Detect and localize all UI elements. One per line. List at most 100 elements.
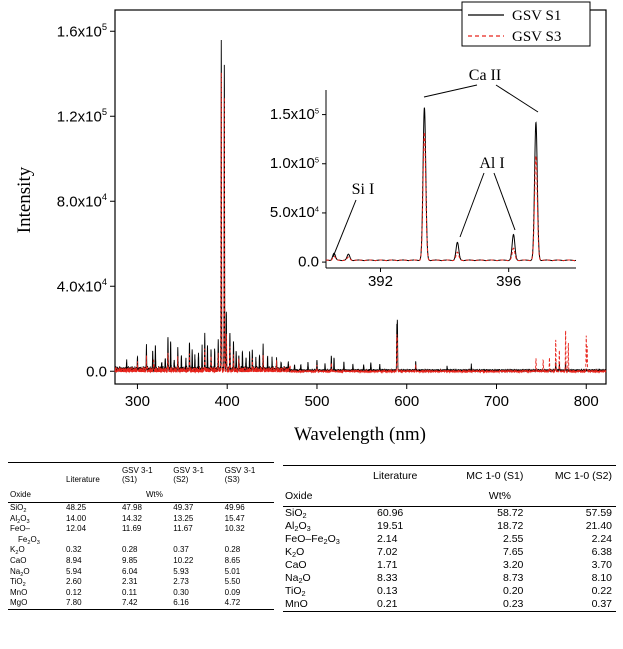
oxide-name: FeO–Fe2O3	[285, 533, 340, 546]
oxide-table-gsv: Literature GSV 3-1 (S1) GSV 3-1 (S2) GSV 3…	[8, 462, 274, 610]
legend-label-gsv-s1: GSV S1	[512, 8, 561, 24]
oxide-name: TiO2	[10, 577, 26, 589]
table-cell: 14.32	[121, 513, 142, 523]
arrow-al-i-2	[493, 172, 516, 231]
table-cell: 0.32	[66, 545, 82, 555]
legend-box	[461, 1, 591, 47]
table-cell: 7.80	[66, 598, 82, 608]
x-tick-label: 396	[496, 273, 521, 290]
table-row: MnO 0.12 0.11 0.30 0.09	[8, 588, 274, 599]
oxide-name: CaO	[285, 559, 307, 571]
oxide-name: TiO2	[285, 585, 306, 598]
table-cell: 7.65	[502, 546, 524, 558]
table-cell: 6.04	[121, 566, 138, 576]
th-oxide: Oxide	[10, 490, 31, 499]
x-tick-label: 800	[574, 393, 599, 410]
th-mc-s1: MC 1-0 (S1)	[466, 470, 524, 482]
table-cell: 13.25	[173, 513, 194, 523]
table-cell: 0.28	[121, 545, 138, 555]
table-cell: 8.73	[502, 572, 524, 584]
table-body-gsv: SiO2 48.25 47.98 49.37 49.96 Al2O3 14.00 14.32 1…	[8, 503, 274, 610]
arrow-si-i	[332, 199, 357, 258]
table-row: Na2O 8.33 8.73 8.10	[283, 572, 616, 585]
table-row: FeO– Fe2O3 12.04 11.69 11.67 10.32	[8, 524, 274, 545]
table-row: MgO 7.80 7.42 6.16 4.72	[8, 598, 274, 610]
table-cell: 5.93	[173, 566, 189, 576]
table-row: FeO–Fe2O3 2.14 2.55 2.24	[283, 533, 616, 546]
oxide-name: MnO	[285, 598, 308, 610]
table-row: TiO2 2.60 2.31 2.73 5.50	[8, 577, 274, 588]
table-cell: 2.24	[591, 533, 612, 545]
annotation-si-i: Si I	[352, 181, 375, 198]
table-cell: 3.70	[591, 559, 612, 571]
table-cell: 8.10	[591, 572, 612, 584]
table-cell: 19.51	[377, 520, 404, 532]
main-axis-ticks: 300 400 500 600 700 800 0.0 4.0x104 8.0x104 1.2x1…	[57, 22, 599, 410]
table-cell: 8.94	[66, 555, 82, 565]
oxide-name: Al2O3	[285, 520, 311, 533]
table-row: CaO 8.94 9.85 10.22 8.65	[8, 556, 274, 567]
oxide-name: MnO	[10, 587, 28, 597]
y-tick-label: 1.5x105	[270, 106, 319, 123]
table-cell: 57.59	[585, 507, 612, 519]
th-literature: Literature	[66, 475, 100, 484]
x-tick-label: 300	[125, 393, 150, 410]
table-cell: 0.20	[502, 585, 524, 597]
oxide-name: MgO	[10, 598, 28, 608]
table-cell: 2.55	[502, 533, 524, 545]
table-body-mc: SiO2 60.96 58.72 57.59 Al2O3 19.51 18.72 21.40 F…	[283, 507, 616, 612]
series-line-gsv-s3	[114, 72, 607, 374]
y-tick-label: 0.0	[86, 364, 107, 381]
legend: GSV S1 GSV S3	[461, 1, 591, 47]
table-cell: 0.12	[66, 587, 82, 597]
series-line-gsv-s1	[325, 107, 577, 262]
table-cell: 11.69	[121, 524, 142, 534]
table-cell: 0.21	[377, 598, 398, 610]
th-oxide: Oxide	[285, 490, 313, 502]
table-cell: 58.72	[497, 507, 524, 519]
arrow-ca-ii-2	[495, 84, 539, 113]
oxide-name: Al2O3	[10, 513, 30, 525]
table-cell: 2.73	[173, 577, 189, 587]
oxide-name: SiO2	[10, 503, 27, 514]
arrow-al-i-1	[459, 172, 485, 238]
table-cell: 49.96	[224, 503, 245, 512]
inset-series-group	[325, 107, 577, 262]
table-cell: 5.94	[66, 566, 82, 576]
y-tick-label: 8.0x104	[57, 192, 107, 211]
th-mc-s2: MC 1-0 (S2)	[554, 470, 612, 482]
table-row: K2O 7.02 7.65 6.38	[283, 546, 616, 559]
th-literature: Literature	[373, 470, 418, 482]
th-gsv-s1: GSV 3-1 (S1)	[121, 466, 153, 484]
inset-axis-ticks: 392 396 0.0 5.0x104 1.0x105 1.5x105	[270, 106, 521, 290]
table-cell: 2.60	[66, 577, 82, 587]
y-tick-label: 1.2x105	[57, 107, 107, 126]
y-tick-label: 1.6x105	[57, 22, 107, 41]
table-cell: 10.22	[173, 555, 194, 565]
inset-plot: 392 396 0.0 5.0x104 1.0x105 1.5x105 Ca II Al …	[270, 67, 577, 290]
table-cell: 0.22	[591, 585, 612, 597]
table-row: MnO 0.21 0.23 0.37	[283, 598, 616, 612]
table-cell: 0.28	[224, 545, 241, 555]
table-cell: 5.50	[224, 577, 241, 587]
table-cell: 14.00	[66, 513, 87, 523]
table-cell: 10.32	[224, 524, 245, 534]
oxide-table-mc: Literature MC 1-0 (S1) MC 1-0 (S2) Oxide…	[283, 465, 616, 612]
table-cell: 9.85	[121, 555, 138, 565]
table-cell: 0.11	[121, 587, 137, 597]
table-cell: 4.72	[224, 598, 241, 608]
table-row: K2O 0.32 0.28 0.37 0.28	[8, 545, 274, 556]
table-row: SiO2 60.96 58.72 57.59	[283, 507, 616, 521]
x-tick-label: 392	[368, 273, 393, 290]
table-cell: 0.37	[173, 545, 189, 555]
table-cell: 8.33	[377, 572, 398, 584]
th-unit: Wt%	[145, 490, 163, 499]
table-cell: 11.67	[173, 524, 193, 534]
y-axis-label: Intensity	[14, 166, 35, 233]
arrow-ca-ii-1	[423, 84, 478, 98]
table-row: Na2O 5.94 6.04 5.93 5.01	[8, 567, 274, 578]
legend-label-gsv-s3: GSV S3	[512, 29, 561, 45]
main-series-group	[114, 39, 607, 374]
spectrum-figure: 300 400 500 600 700 800 0.0 4.0x104 8.0x104 1.2x1…	[14, 1, 607, 445]
table-row: Al2O3 14.00 14.32 13.25 15.47	[8, 514, 274, 525]
